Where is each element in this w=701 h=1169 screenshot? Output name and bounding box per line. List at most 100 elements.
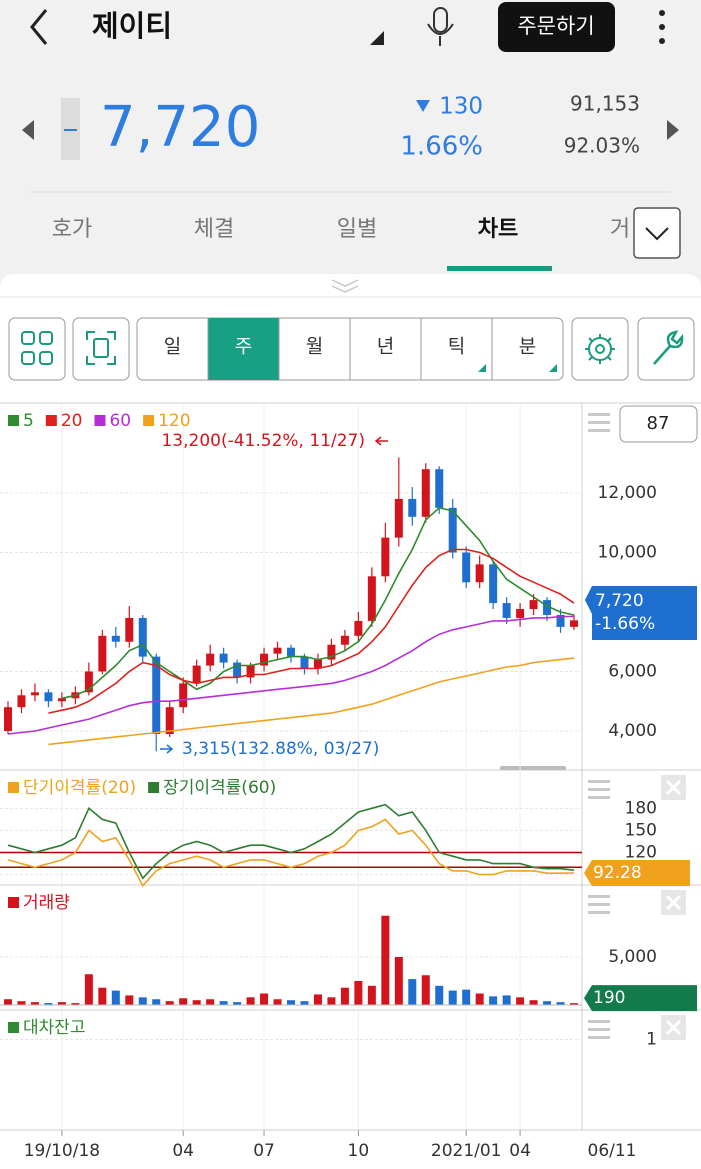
- candle-body: [219, 653, 228, 663]
- menu-bar: [588, 788, 610, 791]
- legend-label: 대차잔고: [23, 1018, 86, 1038]
- name-dropdown[interactable]: [370, 31, 384, 45]
- tab[interactable]: 거: [610, 217, 630, 242]
- candle-body: [84, 671, 93, 693]
- period-button[interactable]: 월: [306, 336, 323, 358]
- layout-button[interactable]: [8, 317, 66, 381]
- candle-body: [125, 617, 134, 642]
- candle-body: [556, 614, 565, 627]
- value-badge: [584, 859, 690, 886]
- volume-bar: [570, 1003, 578, 1005]
- candle-body: [165, 707, 174, 734]
- volume-bar: [4, 999, 12, 1005]
- period-button[interactable]: 년: [377, 336, 394, 358]
- menu-bar: [588, 780, 610, 783]
- high-note: 13,200(-41.52%, 11/27): [161, 431, 365, 451]
- down-arrow: [416, 100, 430, 112]
- content-card: [0, 274, 701, 1169]
- volume-bar: [340, 987, 349, 1005]
- period-button[interactable]: 주: [235, 336, 252, 358]
- count-box[interactable]: [619, 405, 698, 443]
- layout-icon: [21, 331, 53, 365]
- back-button[interactable]: [30, 9, 48, 45]
- volume-bar: [367, 985, 376, 1005]
- volume-rate: 92.03%: [564, 134, 640, 158]
- volume-bar: [219, 1001, 228, 1005]
- series-line: [48, 657, 575, 746]
- candle-body: [111, 635, 120, 642]
- tab[interactable]: 차트: [478, 217, 518, 242]
- candle-body: [462, 552, 471, 583]
- next-stock[interactable]: [667, 120, 679, 140]
- panel-menu[interactable]: [588, 780, 610, 799]
- volume-bar: [246, 997, 255, 1005]
- candle-body: [260, 653, 269, 666]
- candle-body: [408, 498, 417, 517]
- fullscreen-icon: [86, 331, 116, 365]
- y-tick-label: 150: [625, 820, 657, 840]
- legend-label: 5: [23, 411, 34, 431]
- volume-bar: [543, 1001, 552, 1005]
- series-line: [7, 615, 574, 735]
- menu-bar: [588, 796, 610, 799]
- candle-body: [502, 603, 511, 618]
- period-button[interactable]: 틱: [448, 336, 465, 358]
- panel-close-icon: [665, 894, 682, 911]
- candle-body: [17, 695, 26, 708]
- volume-bar: [17, 1001, 26, 1005]
- volume-bar: [475, 993, 484, 1005]
- volume-bar: [408, 979, 417, 1005]
- volume-bar: [98, 987, 107, 1005]
- candle-body: [475, 564, 484, 583]
- volume-bar: [57, 1002, 66, 1005]
- legend-label: 120: [158, 411, 190, 431]
- series-line: [7, 818, 575, 888]
- chart: 19/10/18 04 07 10 2021/01 04 06/11 4,000 6,000 10…: [0, 402, 701, 1161]
- candle-body: [192, 665, 201, 684]
- panel-menu[interactable]: [588, 1020, 610, 1039]
- current-price: 7,720: [100, 95, 260, 160]
- low-note-arrow: [160, 744, 174, 754]
- mic-button[interactable]: [427, 7, 454, 46]
- low-note: 3,315(132.88%, 03/27): [182, 739, 379, 759]
- volume-bar: [354, 981, 363, 1005]
- menu-bar: [588, 1020, 610, 1023]
- candle-body: [448, 507, 457, 553]
- volume-bar: [206, 999, 215, 1005]
- last-date: 06/11: [588, 1141, 637, 1161]
- panel-menu[interactable]: [588, 895, 610, 914]
- candle-body: [179, 683, 188, 708]
- tab-dropdown[interactable]: [633, 207, 681, 259]
- legend-swatch: [8, 1022, 19, 1033]
- tab[interactable]: 체결: [194, 217, 234, 242]
- volume-bar: [165, 1001, 174, 1005]
- settings-button[interactable]: [571, 317, 629, 381]
- legend-swatch: [8, 782, 19, 793]
- tab[interactable]: 호가: [52, 217, 92, 242]
- menu-bar: [588, 903, 610, 906]
- prev-stock[interactable]: [22, 120, 34, 140]
- fullscreen-button[interactable]: [72, 317, 130, 381]
- volume-bar: [394, 957, 403, 1005]
- menu-bar: [588, 1028, 610, 1031]
- candle-body: [206, 653, 215, 666]
- volume-bar: [448, 990, 457, 1005]
- more-menu[interactable]: [659, 10, 665, 44]
- candle-body: [313, 659, 322, 669]
- period-button[interactable]: 분: [519, 336, 536, 358]
- legend-swatch: [148, 782, 160, 793]
- tab[interactable]: 일별: [337, 217, 377, 242]
- stock-name[interactable]: 제이티: [92, 9, 172, 43]
- period-button[interactable]: 일: [164, 336, 181, 358]
- submenu-mark: [549, 364, 557, 372]
- order-button-label[interactable]: 주문하기: [517, 14, 594, 38]
- collapse-handle[interactable]: [331, 279, 359, 293]
- order-button[interactable]: [498, 2, 615, 52]
- candle-body: [529, 600, 538, 610]
- volume-bar: [192, 1000, 201, 1005]
- x-tick-label: 19/10/18: [24, 1141, 100, 1161]
- menu-bar: [588, 421, 610, 424]
- x-tick-label: 2021/01: [431, 1141, 502, 1161]
- panel-menu[interactable]: [588, 413, 610, 432]
- candle-body: [138, 617, 147, 657]
